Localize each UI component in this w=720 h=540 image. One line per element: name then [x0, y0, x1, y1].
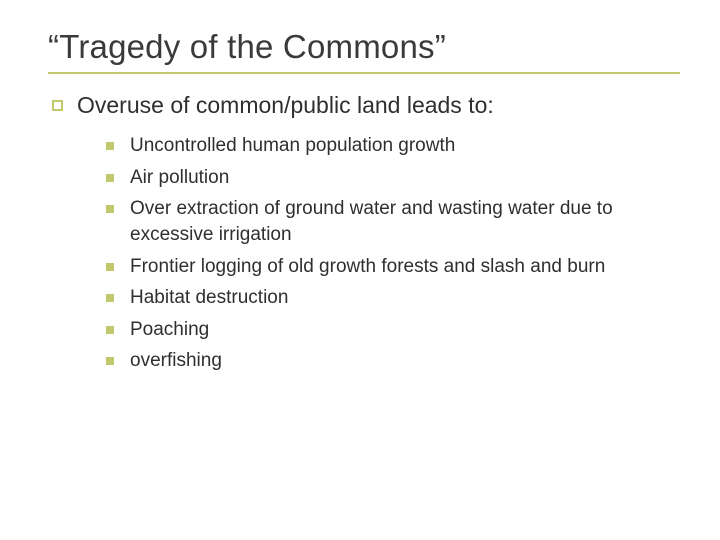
square-outline-icon	[52, 100, 63, 111]
slide: “Tragedy of the Commons” Overuse of comm…	[0, 0, 720, 540]
list-item: Poaching	[106, 317, 660, 343]
bullet-level1: Overuse of common/public land leads to:	[52, 92, 680, 119]
list-item-text: Frontier logging of old growth forests a…	[130, 254, 605, 280]
square-solid-icon	[106, 142, 114, 150]
list-item-text: Poaching	[130, 317, 209, 343]
list-item: Uncontrolled human population growth	[106, 133, 660, 159]
bullet-level2-list: Uncontrolled human population growth Air…	[106, 133, 660, 374]
list-item-text: Uncontrolled human population growth	[130, 133, 455, 159]
list-item-text: Habitat destruction	[130, 285, 288, 311]
list-item: Over extraction of ground water and wast…	[106, 196, 660, 247]
square-solid-icon	[106, 357, 114, 365]
list-item: overfishing	[106, 348, 660, 374]
square-solid-icon	[106, 174, 114, 182]
square-solid-icon	[106, 205, 114, 213]
square-solid-icon	[106, 294, 114, 302]
list-item: Frontier logging of old growth forests a…	[106, 254, 660, 280]
square-solid-icon	[106, 326, 114, 334]
title-underline	[48, 72, 680, 74]
level1-text: Overuse of common/public land leads to:	[77, 92, 494, 119]
list-item: Habitat destruction	[106, 285, 660, 311]
list-item-text: Air pollution	[130, 165, 229, 191]
list-item: Air pollution	[106, 165, 660, 191]
square-solid-icon	[106, 263, 114, 271]
list-item-text: Over extraction of ground water and wast…	[130, 196, 660, 247]
list-item-text: overfishing	[130, 348, 222, 374]
slide-title: “Tragedy of the Commons”	[48, 28, 680, 66]
